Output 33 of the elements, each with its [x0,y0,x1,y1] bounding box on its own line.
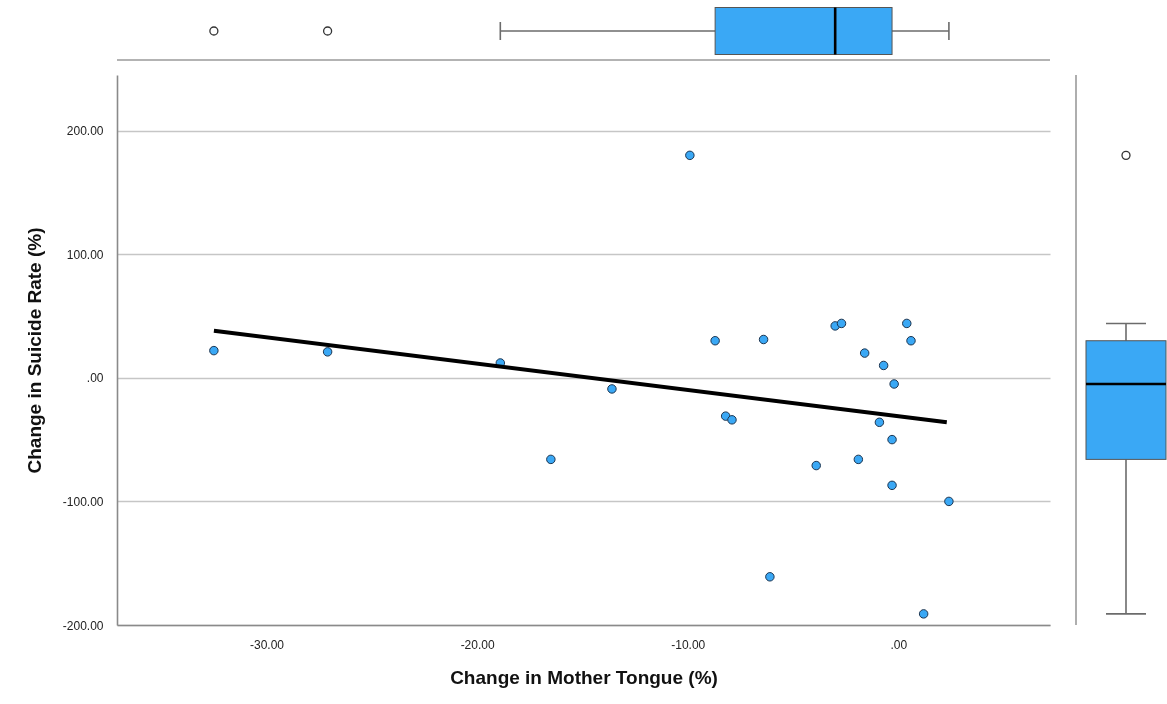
y-tick-label: .00 [86,371,104,386]
x-tick-label: -30.00 [250,637,285,652]
y-tick-label: 100.00 [66,247,104,262]
point [853,454,864,465]
point [887,480,897,491]
y-tick-label: -200.00 [62,618,104,633]
point [836,318,847,329]
point [685,150,695,161]
point [758,334,769,345]
point [906,336,916,346]
point [902,318,912,329]
point [887,434,897,445]
y-tick-label: 200.00 [66,124,104,139]
x-axis-title: Change in Mother Tongue (%) [450,666,718,688]
point [859,348,870,358]
point [889,379,899,389]
point [944,496,954,507]
point [727,415,737,425]
point [209,345,219,356]
point [710,336,720,346]
point [811,460,821,471]
point [765,572,775,582]
point [878,360,889,371]
point [607,384,617,394]
x-tick-label: -10.00 [671,637,706,652]
point [918,609,929,619]
y-tick-label: -100.00 [62,494,104,509]
point [322,347,333,357]
point [546,454,556,465]
point [874,417,885,428]
y-axis-title: Change in Suicide Rate (%) [23,227,45,474]
x-tick-label: .00 [890,637,908,652]
x-tick-label: -20.00 [460,637,495,652]
